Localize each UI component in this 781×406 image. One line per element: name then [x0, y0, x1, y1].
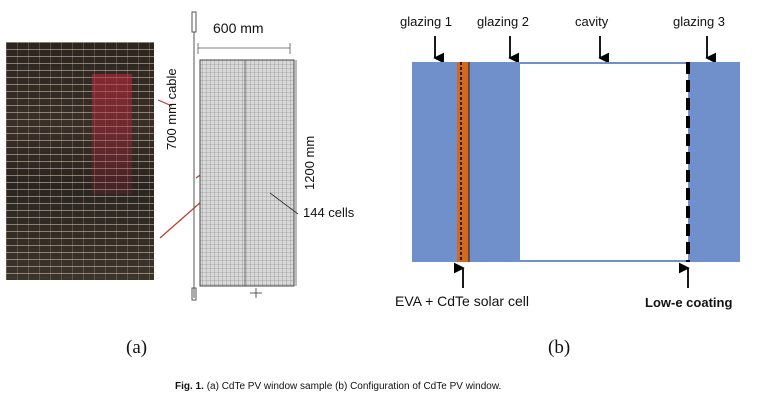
photo-reflection [92, 74, 132, 194]
pv-panel-cells [199, 59, 295, 287]
cable-label: 700 mm cable [164, 68, 179, 150]
cells-leader-line [269, 192, 299, 215]
cavity-gap [520, 62, 688, 262]
figure-caption-text: (a) CdTe PV window sample (b) Configurat… [206, 381, 502, 392]
panel-b-label: (b) [548, 337, 571, 358]
panel-a-label: (a) [126, 337, 148, 358]
pv-window-drawing [157, 11, 299, 301]
eva-cdte-layer [457, 62, 469, 262]
cable-top-connector [191, 11, 197, 33]
cavity-label: cavity [575, 14, 609, 29]
glazing-2-label: glazing 2 [477, 14, 530, 29]
glazing-3-label: glazing 3 [673, 14, 726, 29]
figure-caption: Fig. 1. (a) CdTe PV window sample (b) Co… [175, 381, 501, 392]
glazing-3-pane [688, 62, 740, 262]
height-label: 1200 mm [302, 135, 317, 190]
window-configuration-diagram [412, 36, 740, 288]
low-e-label: Low-e coating [645, 295, 733, 310]
width-label: 600 mm [213, 20, 264, 36]
eva-cdte-label: EVA + CdTe solar cell [395, 293, 529, 309]
pv-window-photo [6, 42, 154, 280]
cells-label: 144 cells [303, 205, 355, 220]
cable-bottom-connector [191, 287, 197, 301]
figure-number: Fig. 1. [175, 381, 204, 392]
callout-line-top [157, 99, 173, 107]
glazing-1-label: glazing 1 [400, 14, 453, 29]
